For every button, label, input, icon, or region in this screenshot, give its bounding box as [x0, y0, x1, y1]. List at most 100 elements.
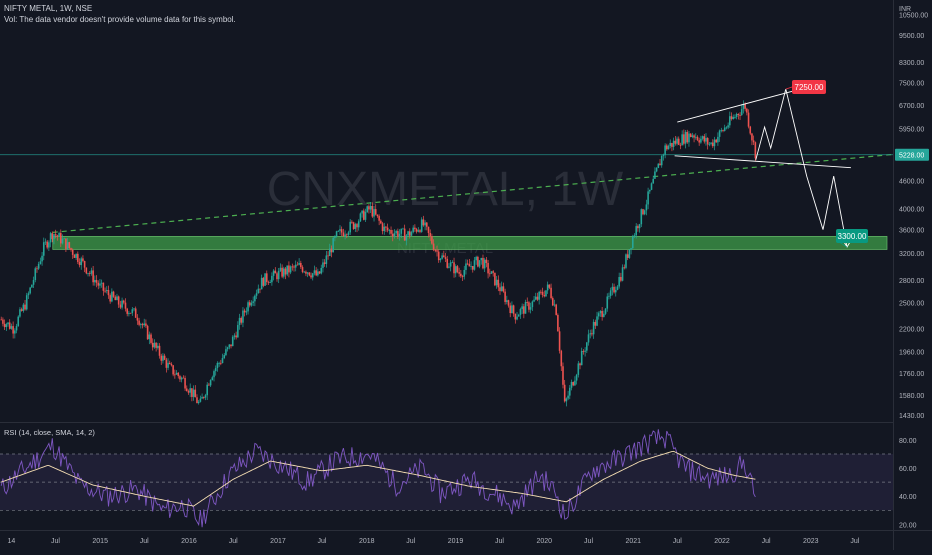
- candle-body-318: [541, 291, 544, 296]
- candle-body-7: [12, 326, 14, 334]
- candle-body-57: [97, 282, 100, 286]
- candle-body-264: [449, 262, 452, 267]
- candle-body-14: [24, 304, 26, 310]
- candle-body-284: [483, 259, 486, 269]
- candle-body-42: [71, 249, 74, 255]
- candle-body-192: [327, 255, 329, 257]
- time-tick-7: Jul: [318, 538, 327, 545]
- candle-body-299: [509, 305, 512, 314]
- candle-body-402: [684, 131, 687, 144]
- candle-body-39: [66, 242, 69, 250]
- price-tick-8: 3600.00: [899, 228, 924, 235]
- upper-target-tag[interactable]: 7250.00: [792, 80, 826, 94]
- candle-body-246: [419, 230, 421, 232]
- candle-body-240: [408, 231, 411, 236]
- candle-body-273: [465, 263, 467, 270]
- candle-body-288: [490, 271, 493, 274]
- candle-body-156: [265, 273, 268, 282]
- candle-body-63: [107, 290, 110, 296]
- candle-body-302: [514, 313, 517, 320]
- price-tick-13: 1960.00: [899, 350, 924, 357]
- candle-body-177: [301, 267, 304, 272]
- candle-body-195: [332, 237, 334, 253]
- candle-body-191: [325, 255, 328, 264]
- candle-body-392: [667, 146, 670, 150]
- candle-body-149: [254, 295, 256, 302]
- time-tick-6: 2017: [270, 538, 286, 545]
- candle-body-329: [560, 350, 563, 367]
- candle-body-80: [136, 317, 139, 321]
- candle-body-137: [233, 335, 236, 337]
- candle-body-316: [538, 291, 540, 300]
- candle-body-252: [429, 232, 432, 237]
- candle-body-120: [204, 395, 207, 398]
- candle-body-131: [223, 355, 226, 359]
- candle-body-152: [259, 288, 261, 290]
- candle-body-23: [39, 261, 42, 264]
- candle-body-24: [41, 255, 43, 262]
- candle-body-346: [589, 333, 592, 335]
- candle-body-245: [417, 230, 420, 232]
- candle-body-281: [478, 260, 481, 267]
- candle-body-269: [458, 272, 460, 274]
- candle-body-356: [606, 296, 609, 309]
- upper-target-leader: [785, 86, 793, 90]
- upper-target-label: 7250.00: [795, 83, 824, 92]
- candle-body-334: [568, 387, 571, 396]
- candle-body-414: [705, 138, 707, 142]
- candle-body-59: [100, 282, 103, 284]
- candle-body-208: [354, 224, 357, 229]
- candle-body-129: [220, 362, 222, 364]
- lower-target-tag[interactable]: 3300.00: [836, 229, 868, 243]
- candle-body-0: [0, 319, 3, 321]
- candle-body-218: [371, 205, 374, 217]
- candle-body-382: [650, 183, 653, 190]
- candle-body-225: [383, 226, 386, 232]
- candle-body-190: [323, 262, 326, 264]
- candle-body-133: [226, 347, 229, 350]
- candle-body-30: [51, 233, 54, 240]
- candle-body-223: [380, 220, 382, 224]
- candle-body-413: [703, 136, 706, 142]
- candle-body-211: [359, 213, 362, 222]
- candle-body-260: [443, 255, 445, 258]
- candle-body-47: [80, 258, 83, 266]
- rsi-line: [0, 429, 756, 528]
- candle-body-277: [471, 266, 474, 270]
- candle-body-21: [36, 268, 38, 270]
- candle-body-219: [373, 209, 375, 217]
- candle-body-380: [647, 191, 649, 205]
- candle-body-58: [99, 283, 101, 286]
- candle-body-432: [735, 113, 738, 117]
- rsi-ma-line: [1, 450, 756, 507]
- candle-body-54: [92, 270, 94, 283]
- candle-body-102: [174, 374, 176, 376]
- candle-body-166: [283, 268, 285, 277]
- candle-body-436: [742, 104, 745, 110]
- candle-body-56: [95, 279, 98, 283]
- candle-body-40: [68, 242, 71, 248]
- candle-body-121: [206, 384, 208, 396]
- candle-body-28: [48, 242, 50, 248]
- candle-body-287: [488, 273, 491, 275]
- time-axis: 14 Jul 2015 Jul 2016 Jul 2017 Jul 2018 Jul 2019 Jul…: [8, 538, 860, 545]
- price-tick-16: 1430.00: [899, 413, 924, 420]
- candle-body-118: [201, 397, 203, 399]
- candle-body-183: [311, 273, 314, 278]
- time-tick-12: 2020: [536, 538, 552, 545]
- candle-body-323: [550, 287, 552, 299]
- candle-body-194: [330, 248, 333, 253]
- candle-body-5: [8, 322, 11, 329]
- candle-body-31: [53, 234, 55, 240]
- candle-body-154: [262, 277, 265, 286]
- candle-body-303: [516, 316, 518, 320]
- candle-body-411: [700, 138, 702, 143]
- candle-body-8: [14, 330, 16, 334]
- candle-body-282: [480, 257, 483, 261]
- candle-body-171: [291, 266, 294, 268]
- candle-body-268: [456, 266, 459, 273]
- rsi-tick-1: 60.00: [899, 466, 917, 473]
- candle-body-314: [534, 296, 537, 300]
